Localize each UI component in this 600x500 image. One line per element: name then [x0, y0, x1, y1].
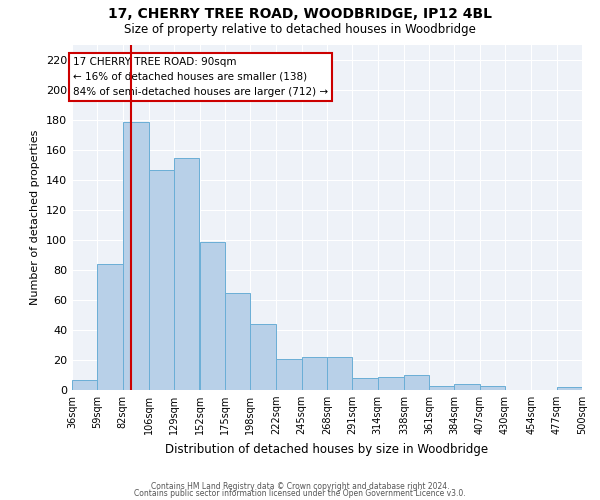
Bar — [277, 358, 302, 390]
Bar — [352, 378, 377, 390]
Bar — [149, 170, 174, 390]
Bar — [429, 386, 455, 390]
Y-axis label: Number of detached properties: Number of detached properties — [31, 130, 40, 305]
Text: 17 CHERRY TREE ROAD: 90sqm
← 16% of detached houses are smaller (138)
84% of sem: 17 CHERRY TREE ROAD: 90sqm ← 16% of deta… — [73, 57, 328, 96]
Bar — [72, 380, 97, 390]
Bar — [122, 122, 149, 390]
Bar — [480, 386, 505, 390]
Bar — [174, 158, 199, 390]
Text: Contains HM Land Registry data © Crown copyright and database right 2024.: Contains HM Land Registry data © Crown c… — [151, 482, 449, 491]
Bar — [455, 384, 480, 390]
Bar — [199, 242, 225, 390]
Text: Contains public sector information licensed under the Open Government Licence v3: Contains public sector information licen… — [134, 489, 466, 498]
Text: 17, CHERRY TREE ROAD, WOODBRIDGE, IP12 4BL: 17, CHERRY TREE ROAD, WOODBRIDGE, IP12 4… — [108, 8, 492, 22]
Bar — [327, 357, 352, 390]
Text: Size of property relative to detached houses in Woodbridge: Size of property relative to detached ho… — [124, 22, 476, 36]
Bar — [557, 387, 582, 390]
X-axis label: Distribution of detached houses by size in Woodbridge: Distribution of detached houses by size … — [166, 442, 488, 456]
Bar — [225, 292, 250, 390]
Bar — [302, 357, 327, 390]
Bar — [97, 264, 122, 390]
Bar — [404, 375, 429, 390]
Bar — [377, 376, 404, 390]
Bar — [250, 324, 277, 390]
